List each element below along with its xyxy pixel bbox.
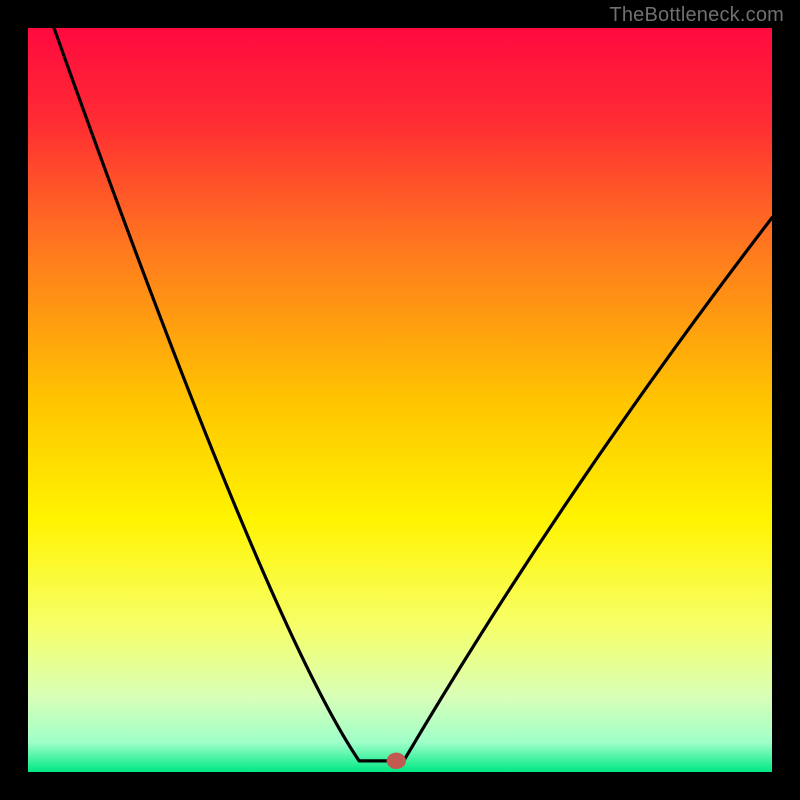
plot-area — [28, 28, 772, 772]
minimum-marker — [387, 753, 406, 769]
gradient-background — [28, 28, 772, 772]
bottleneck-chart — [28, 28, 772, 772]
chart-frame — [0, 0, 800, 800]
watermark-text: TheBottleneck.com — [609, 4, 784, 27]
